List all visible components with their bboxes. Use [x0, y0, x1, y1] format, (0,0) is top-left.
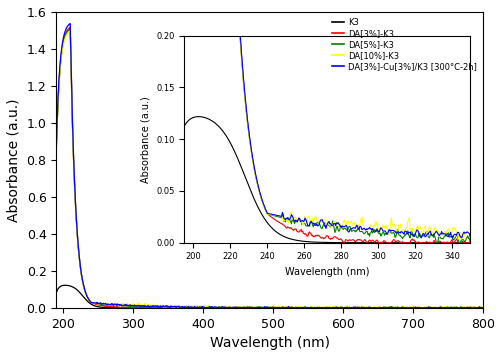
Y-axis label: Absorbance (a.u.): Absorbance (a.u.) — [7, 98, 21, 222]
X-axis label: Wavelength (nm): Wavelength (nm) — [209, 336, 329, 350]
Legend: K3, DA[3%]-K3, DA[5%]-K3, DA[10%]-K3, DA[3%]-Cu[3%]/K3 [300°C-2h]: K3, DA[3%]-K3, DA[5%]-K3, DA[10%]-K3, DA… — [329, 16, 478, 73]
